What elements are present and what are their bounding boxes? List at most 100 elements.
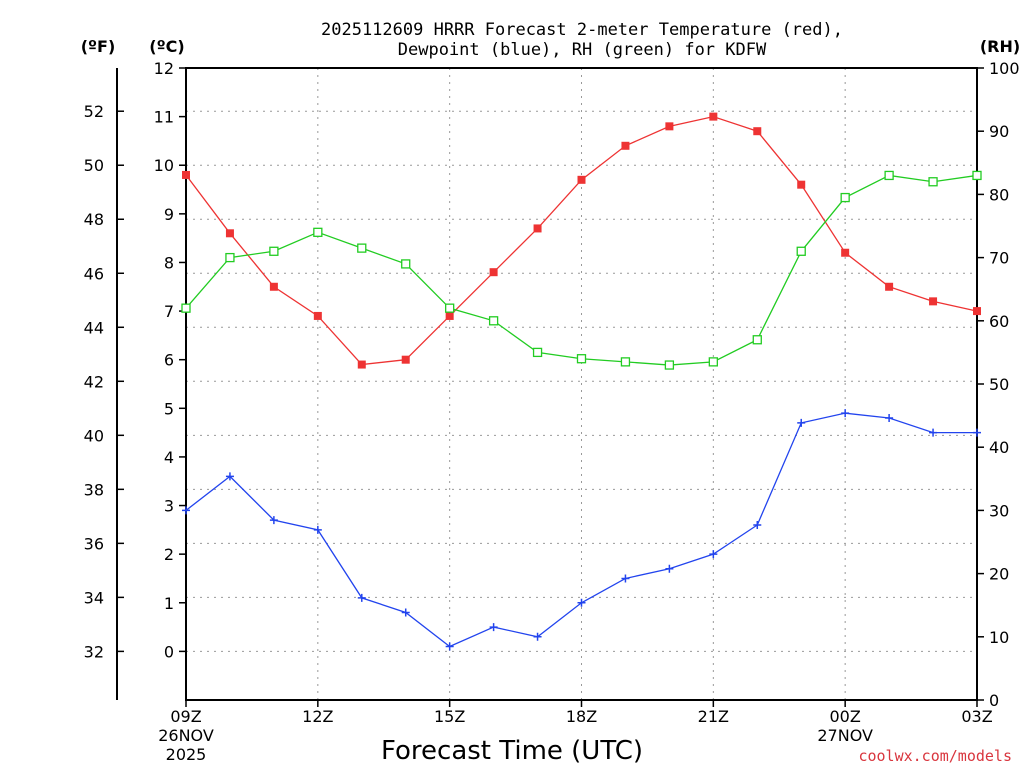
relative-humidity-point bbox=[620, 357, 631, 367]
x-tick-label: 12Z bbox=[302, 707, 333, 726]
dewpoint-point bbox=[182, 506, 190, 515]
celsius-tick-label: 3 bbox=[164, 497, 174, 516]
dewpoint-point bbox=[445, 642, 454, 651]
series-2-meter-temperature bbox=[182, 112, 981, 369]
rh-tick-label: 30 bbox=[989, 501, 1009, 520]
x-tick-date-label: 27NOV bbox=[817, 726, 873, 745]
dewpoint-point bbox=[401, 608, 410, 617]
2-meter-temperature-point bbox=[182, 170, 190, 179]
dewpoint-point bbox=[885, 414, 894, 423]
celsius-tick-label: 9 bbox=[164, 205, 174, 224]
x-tick-label: 21Z bbox=[698, 707, 729, 726]
2-meter-temperature-point bbox=[797, 180, 806, 189]
celsius-tick-label: 0 bbox=[164, 642, 174, 661]
data-series bbox=[181, 112, 982, 651]
rh-tick-label: 70 bbox=[989, 249, 1009, 268]
fahrenheit-tick-label: 32 bbox=[84, 642, 104, 661]
celsius-tick-label: 5 bbox=[164, 399, 174, 418]
2-meter-temperature-point bbox=[929, 297, 938, 306]
dewpoint-point bbox=[665, 564, 674, 573]
x-tick-label: 09Z bbox=[170, 707, 201, 726]
x-tick-label: 15Z bbox=[434, 707, 465, 726]
relative-humidity-point bbox=[225, 252, 235, 263]
celsius-tick-label: 10 bbox=[154, 156, 174, 175]
2-meter-temperature-point bbox=[489, 268, 498, 277]
rh-tick-label: 80 bbox=[989, 185, 1009, 204]
x-tick-label: 18Z bbox=[566, 707, 597, 726]
dewpoint-point bbox=[709, 550, 718, 559]
chart-title-line-1: 2025112609 HRRR Forecast 2-meter Tempera… bbox=[321, 20, 843, 40]
2-meter-temperature-point bbox=[577, 175, 586, 184]
dewpoint-point bbox=[533, 632, 542, 641]
2-meter-temperature-point bbox=[401, 355, 410, 364]
celsius-axis-unit: (ºC) bbox=[149, 37, 184, 56]
relative-humidity-point bbox=[181, 303, 191, 313]
rh-axis-unit: (RH) bbox=[980, 37, 1020, 56]
fahrenheit-tick-label: 36 bbox=[84, 534, 104, 553]
2-meter-temperature-point bbox=[973, 307, 981, 316]
rh-tick-label: 60 bbox=[989, 312, 1009, 331]
dewpoint-point bbox=[313, 525, 322, 534]
relative-humidity-point bbox=[357, 243, 367, 253]
fahrenheit-tick-label: 42 bbox=[84, 372, 104, 391]
rh-tick-label: 40 bbox=[989, 438, 1009, 457]
relative-humidity-point bbox=[752, 335, 762, 345]
2-meter-temperature-point bbox=[533, 224, 542, 233]
relative-humidity-point bbox=[884, 170, 894, 181]
fahrenheit-tick-label: 50 bbox=[84, 156, 104, 175]
fahrenheit-tick-label: 48 bbox=[84, 210, 104, 229]
fahrenheit-tick-label: 52 bbox=[84, 102, 104, 121]
x-tick-year-label: 2025 bbox=[166, 745, 207, 764]
relative-humidity-point bbox=[796, 246, 806, 256]
celsius-tick-label: 12 bbox=[154, 59, 174, 78]
dewpoint-point bbox=[269, 516, 278, 525]
series-dewpoint bbox=[182, 409, 981, 651]
celsius-tick-label: 7 bbox=[164, 302, 174, 321]
relative-humidity-line bbox=[185, 174, 978, 366]
relative-humidity-point bbox=[532, 347, 543, 358]
2-meter-temperature-point bbox=[753, 127, 762, 136]
source-credit: coolwx.com/models bbox=[858, 747, 1012, 765]
dewpoint-point bbox=[797, 418, 806, 427]
dewpoint-point bbox=[357, 593, 366, 602]
fahrenheit-tick-label: 40 bbox=[84, 426, 104, 445]
celsius-tick-label: 1 bbox=[164, 594, 174, 613]
2-meter-temperature-point bbox=[313, 311, 322, 320]
relative-humidity-point bbox=[576, 354, 587, 364]
2-meter-temperature-point bbox=[665, 122, 674, 131]
dewpoint-point bbox=[225, 472, 234, 481]
dewpoint-point bbox=[577, 598, 586, 607]
relative-humidity-point bbox=[401, 259, 411, 269]
relative-humidity-point bbox=[664, 360, 675, 370]
fahrenheit-axis-unit: (ºF) bbox=[81, 37, 116, 56]
chart-title-line-2: Dewpoint (blue), RH (green) for KDFW bbox=[398, 40, 767, 60]
rh-tick-label: 100 bbox=[989, 59, 1020, 78]
rh-tick-label: 50 bbox=[989, 375, 1009, 394]
dewpoint-point bbox=[841, 409, 850, 418]
fahrenheit-tick-label: 46 bbox=[84, 264, 104, 283]
dewpoint-line bbox=[185, 412, 977, 648]
2-meter-temperature-point bbox=[269, 282, 278, 291]
dewpoint-point bbox=[973, 428, 981, 437]
2-meter-temperature-point bbox=[841, 248, 850, 257]
relative-humidity-point bbox=[708, 357, 718, 367]
celsius-tick-label: 8 bbox=[164, 253, 174, 272]
rh-tick-label: 90 bbox=[989, 122, 1009, 141]
dewpoint-point bbox=[489, 623, 498, 632]
rh-tick-label: 20 bbox=[989, 565, 1009, 584]
celsius-tick-label: 6 bbox=[164, 351, 174, 370]
celsius-tick-label: 4 bbox=[164, 448, 174, 467]
fahrenheit-tick-label: 44 bbox=[84, 318, 104, 337]
fahrenheit-tick-label: 34 bbox=[84, 588, 104, 607]
2-meter-temperature-point bbox=[885, 282, 894, 291]
rh-tick-label: 0 bbox=[989, 691, 999, 710]
dewpoint-point bbox=[753, 520, 762, 529]
celsius-tick-label: 11 bbox=[154, 108, 174, 127]
relative-humidity-point bbox=[445, 303, 455, 313]
grid-lines bbox=[186, 68, 977, 700]
relative-humidity-point bbox=[313, 227, 323, 237]
2-meter-temperature-point bbox=[621, 141, 630, 150]
dewpoint-point bbox=[929, 428, 938, 437]
rh-tick-label: 10 bbox=[989, 628, 1009, 647]
